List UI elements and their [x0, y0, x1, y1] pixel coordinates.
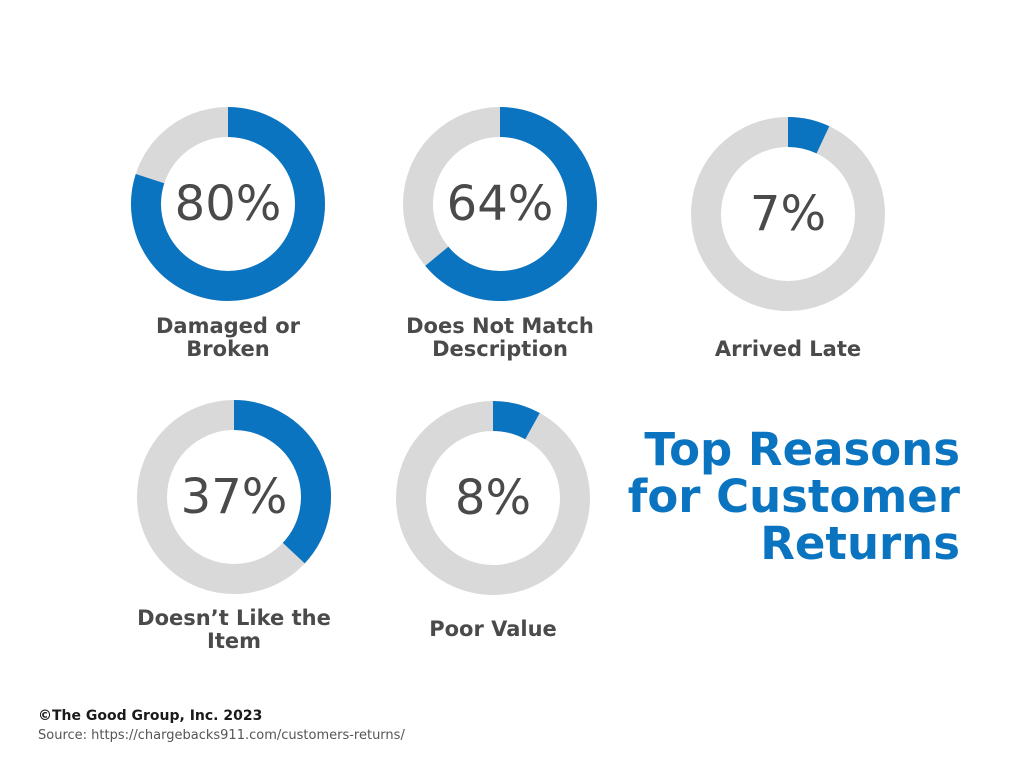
donut-label-damaged: Damaged or Broken — [155, 314, 301, 361]
donut-chart-damaged: 80% — [128, 104, 328, 304]
donut-value-damaged: 80% — [174, 176, 282, 232]
donut-chart-mismatch: 64% — [400, 104, 600, 304]
donut-arc-late — [787, 117, 830, 154]
donut-chart-poor-value: 8% — [393, 398, 593, 598]
donut-value-dislike: 37% — [180, 469, 288, 525]
donut-label-late: Arrived Late — [714, 337, 862, 361]
donut-svg-poor-value — [396, 401, 590, 595]
donut-arc-damaged — [131, 107, 325, 301]
donut-label-dislike: Doesn’t Like the Item — [137, 606, 331, 653]
donut-arc-dislike — [233, 400, 331, 564]
donut-arc-mismatch — [425, 107, 597, 301]
donut-chart-late: 7% — [688, 114, 888, 314]
chart-title: Top Reasons for Customer Returns — [627, 423, 960, 570]
footer-copyright: ©The Good Group, Inc. 2023 — [38, 708, 263, 724]
donut-label-mismatch: Does Not Match Description — [406, 314, 594, 361]
donut-value-mismatch: 64% — [446, 176, 554, 232]
footer-source: Source: https://chargebacks911.com/custo… — [38, 728, 405, 743]
donut-svg-mismatch — [403, 107, 597, 301]
donut-svg-late — [691, 117, 885, 311]
donut-arc-poor-value — [492, 401, 540, 440]
donut-value-poor-value: 8% — [454, 470, 532, 526]
donut-label-poor-value: Poor Value — [429, 617, 557, 641]
donut-chart-dislike: 37% — [134, 397, 334, 597]
donut-svg-dislike — [137, 400, 331, 594]
donut-svg-damaged — [131, 107, 325, 301]
donut-value-late: 7% — [749, 186, 827, 242]
